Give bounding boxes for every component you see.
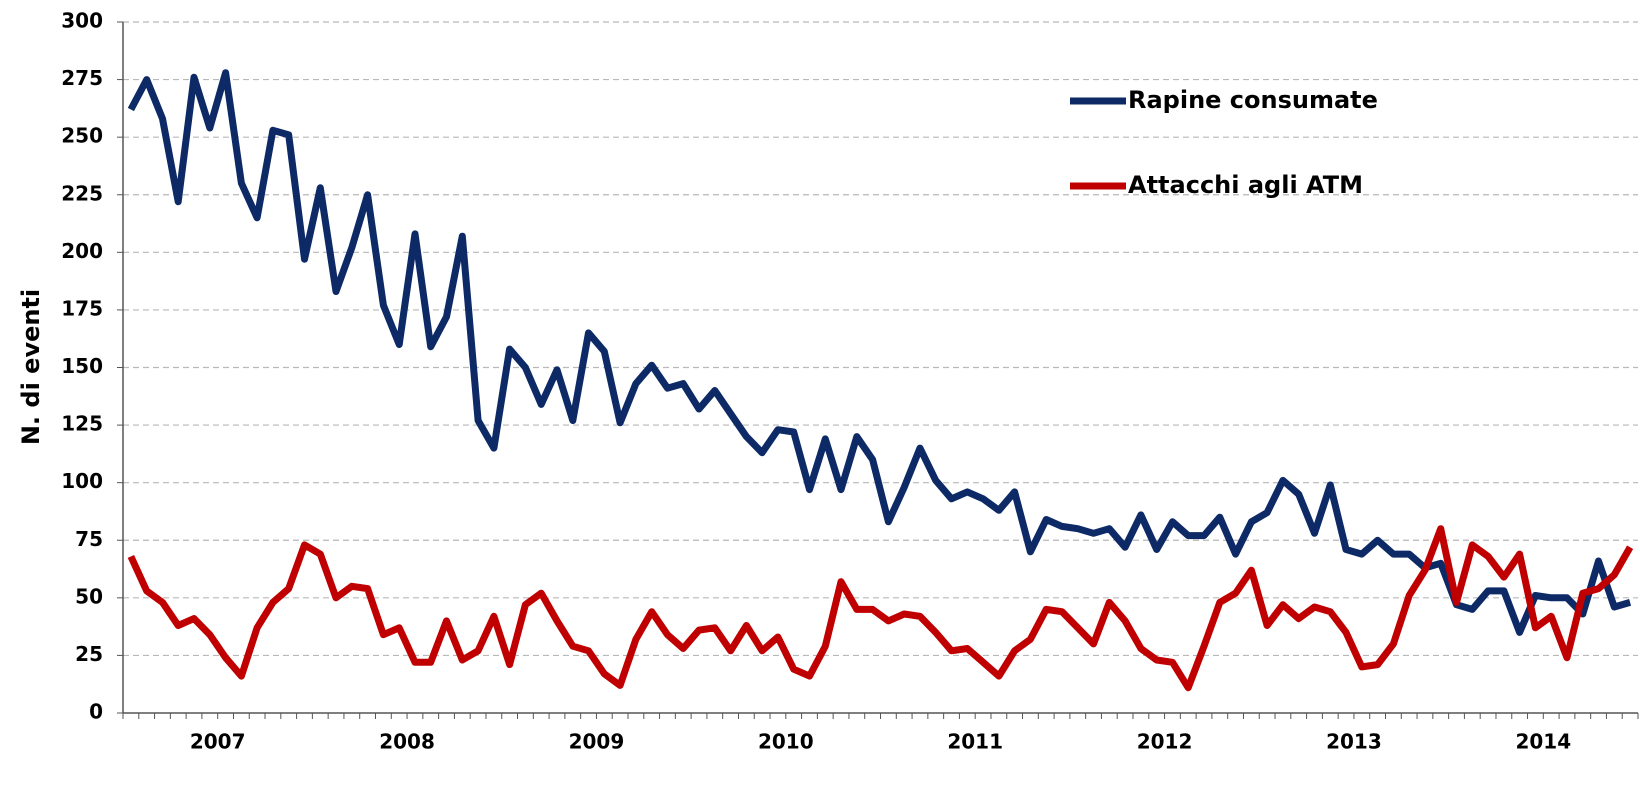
x-tick-label: 2011 bbox=[947, 730, 1003, 754]
y-tick-label: 175 bbox=[61, 296, 103, 320]
x-tick-label: 2007 bbox=[190, 730, 246, 754]
y-axis-label: N. di eventi bbox=[17, 289, 45, 445]
x-tick-label: 2010 bbox=[758, 730, 814, 754]
y-tick-label: 150 bbox=[61, 354, 103, 378]
x-tick-label: 2009 bbox=[569, 730, 625, 754]
x-tick-label: 2013 bbox=[1326, 730, 1382, 754]
y-tick-label: 250 bbox=[61, 124, 103, 148]
y-tick-label: 200 bbox=[61, 239, 103, 263]
y-tick-label: 50 bbox=[75, 584, 103, 608]
line-series bbox=[127, 69, 1632, 636]
y-tick-label: 100 bbox=[61, 469, 103, 493]
x-tick-label: 2008 bbox=[379, 730, 435, 754]
x-tick-label: 2014 bbox=[1515, 730, 1571, 754]
x-tick-label: 2012 bbox=[1137, 730, 1193, 754]
y-tick-label: 275 bbox=[61, 66, 103, 90]
y-tick-label: 300 bbox=[61, 9, 103, 33]
y-tick-label: 125 bbox=[61, 412, 103, 436]
legend-label: Attacchi agli ATM bbox=[1128, 171, 1363, 199]
y-tick-label: 75 bbox=[75, 527, 103, 551]
y-tick-label: 25 bbox=[75, 642, 103, 666]
y-tick-label: 225 bbox=[61, 181, 103, 205]
legend-label: Rapine consumate bbox=[1128, 86, 1378, 114]
line-series bbox=[127, 525, 1634, 692]
y-tick-label: 0 bbox=[89, 700, 103, 724]
